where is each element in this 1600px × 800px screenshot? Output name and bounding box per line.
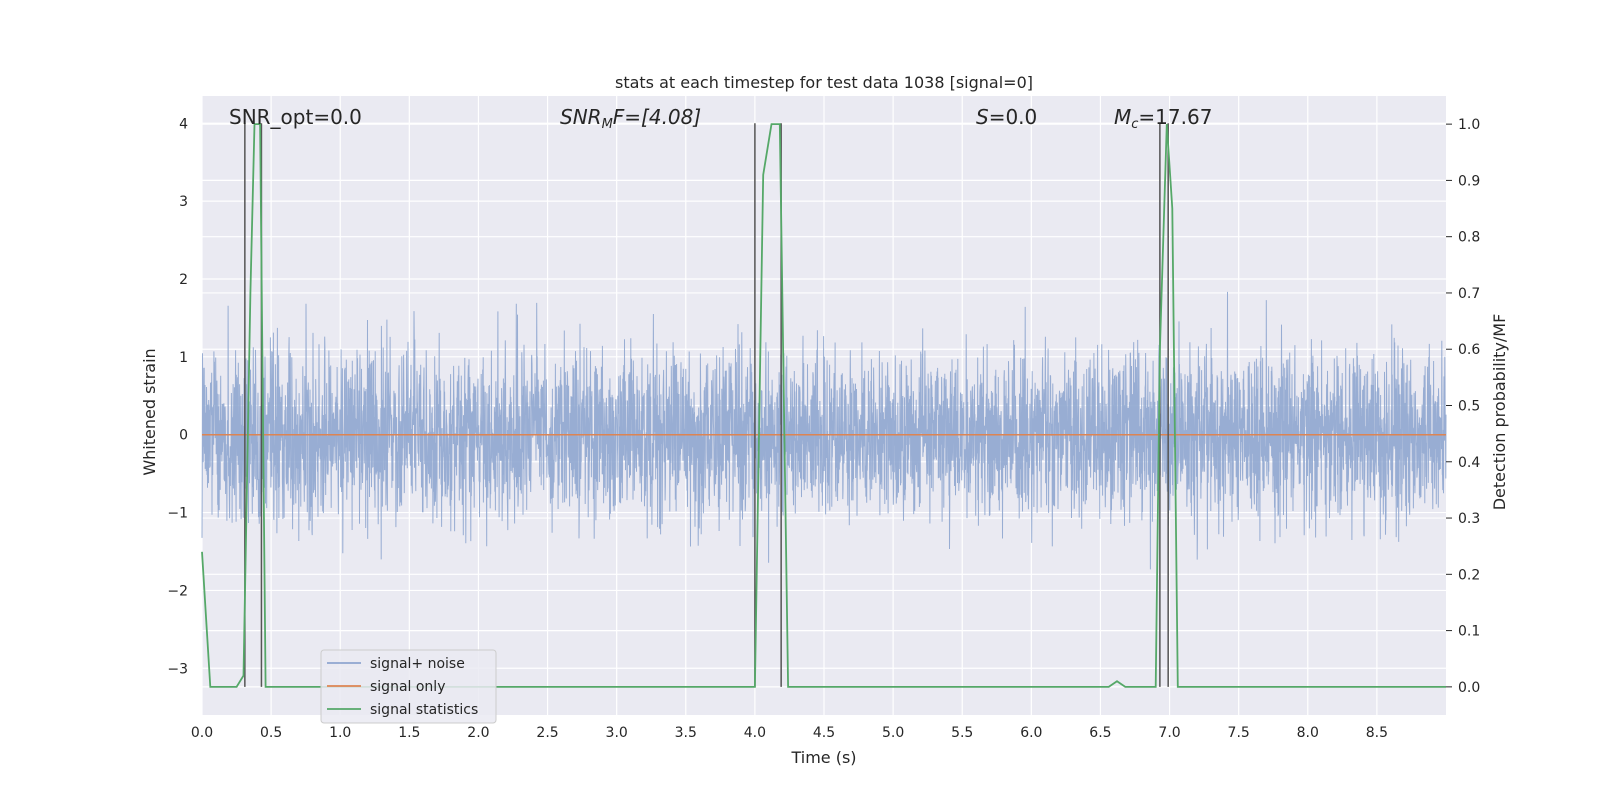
y-right-tick-label: 0.1: [1458, 624, 1480, 640]
x-tick-label: 3.0: [606, 725, 628, 741]
x-axis-title: Time (s): [790, 748, 856, 767]
legend-label-signal-statistics: signal statistics: [370, 702, 478, 718]
x-tick-label: 3.5: [675, 725, 697, 741]
x-tick-label: 7.0: [1158, 725, 1180, 741]
y-right-tick-label: 0.2: [1458, 567, 1480, 583]
y-right-tick-label: 0.8: [1458, 230, 1480, 246]
x-tick-label: 8.5: [1366, 725, 1388, 741]
x-tick-label: 1.0: [329, 725, 351, 741]
series-signal-noise: [201, 291, 1447, 570]
legend-label-signal-noise: signal+ noise: [370, 656, 465, 672]
y-left-tick-label: −2: [167, 583, 188, 599]
y-right-axis-title: Detection probability/MF: [1490, 314, 1509, 511]
y-right-tick-label: 0.5: [1458, 399, 1480, 415]
x-tick-label: 0.5: [260, 725, 282, 741]
annotation-mc: Mc=17.67: [1114, 105, 1212, 132]
x-tick-label: 0.0: [191, 725, 213, 741]
y-right-tick-label: 0.6: [1458, 342, 1480, 358]
x-tick-labels: 0.0 0.5 1.0 1.5 2.0 2.5 3.0 3.5 4.0 4.5 5.0 5.5 6.0 6…: [191, 725, 1388, 741]
legend-label-signal-only: signal only: [370, 679, 445, 695]
x-tick-label: 5.0: [882, 725, 904, 741]
chart-title: stats at each timestep for test data 103…: [615, 73, 1033, 92]
signal-noise-trace: [201, 291, 1447, 570]
y-left-tick-label: 0: [179, 428, 188, 444]
series-signal-statistics: [201, 123, 1446, 688]
x-tick-label: 4.0: [744, 725, 766, 741]
annotation-s: S=0.0: [976, 105, 1037, 129]
y-left-tick-label: 4: [179, 116, 188, 132]
y-left-axis-title: Whitened strain: [140, 348, 159, 475]
x-tick-label: 8.0: [1297, 725, 1319, 741]
y-left-tick-labels: −3 −2 −1 0 1 2 3 4: [167, 116, 188, 677]
y-right-tick-label: 0.4: [1458, 455, 1480, 471]
y-left-tick-label: 1: [179, 350, 188, 366]
y-right-tick-label: 0.7: [1458, 286, 1480, 302]
y-left-tick-label: −1: [167, 506, 188, 522]
x-tick-label: 6.0: [1020, 725, 1042, 741]
x-tick-label: 6.5: [1089, 725, 1111, 741]
y-right-tick-labels: 0.0 0.1 0.2 0.3 0.4 0.5 0.6 0.7 0.8 0.9 1.0: [1446, 117, 1480, 696]
y-left-tick-label: 3: [179, 194, 188, 210]
legend-box: [320, 649, 497, 724]
annotation-snr-opt: SNR_opt=0.0: [229, 105, 362, 129]
x-tick-label: 5.5: [951, 725, 973, 741]
y-right-tick-label: 1.0: [1458, 117, 1480, 133]
y-left-tick-label: −3: [167, 661, 188, 677]
y-right-tick-label: 0.0: [1458, 680, 1480, 696]
x-tick-label: 1.5: [398, 725, 420, 741]
x-tick-label: 4.5: [813, 725, 835, 741]
y-right-tick-label: 0.9: [1458, 173, 1480, 189]
x-tick-label: 7.5: [1228, 725, 1250, 741]
y-left-tick-label: 2: [179, 272, 188, 288]
x-tick-label: 2.0: [467, 725, 489, 741]
annotation-snr-mf: SNRMF=[4.08]: [560, 105, 701, 132]
y-right-tick-label: 0.3: [1458, 511, 1480, 527]
x-tick-label: 2.5: [536, 725, 558, 741]
legend: signal+ noise signal only signal statist…: [320, 649, 497, 724]
